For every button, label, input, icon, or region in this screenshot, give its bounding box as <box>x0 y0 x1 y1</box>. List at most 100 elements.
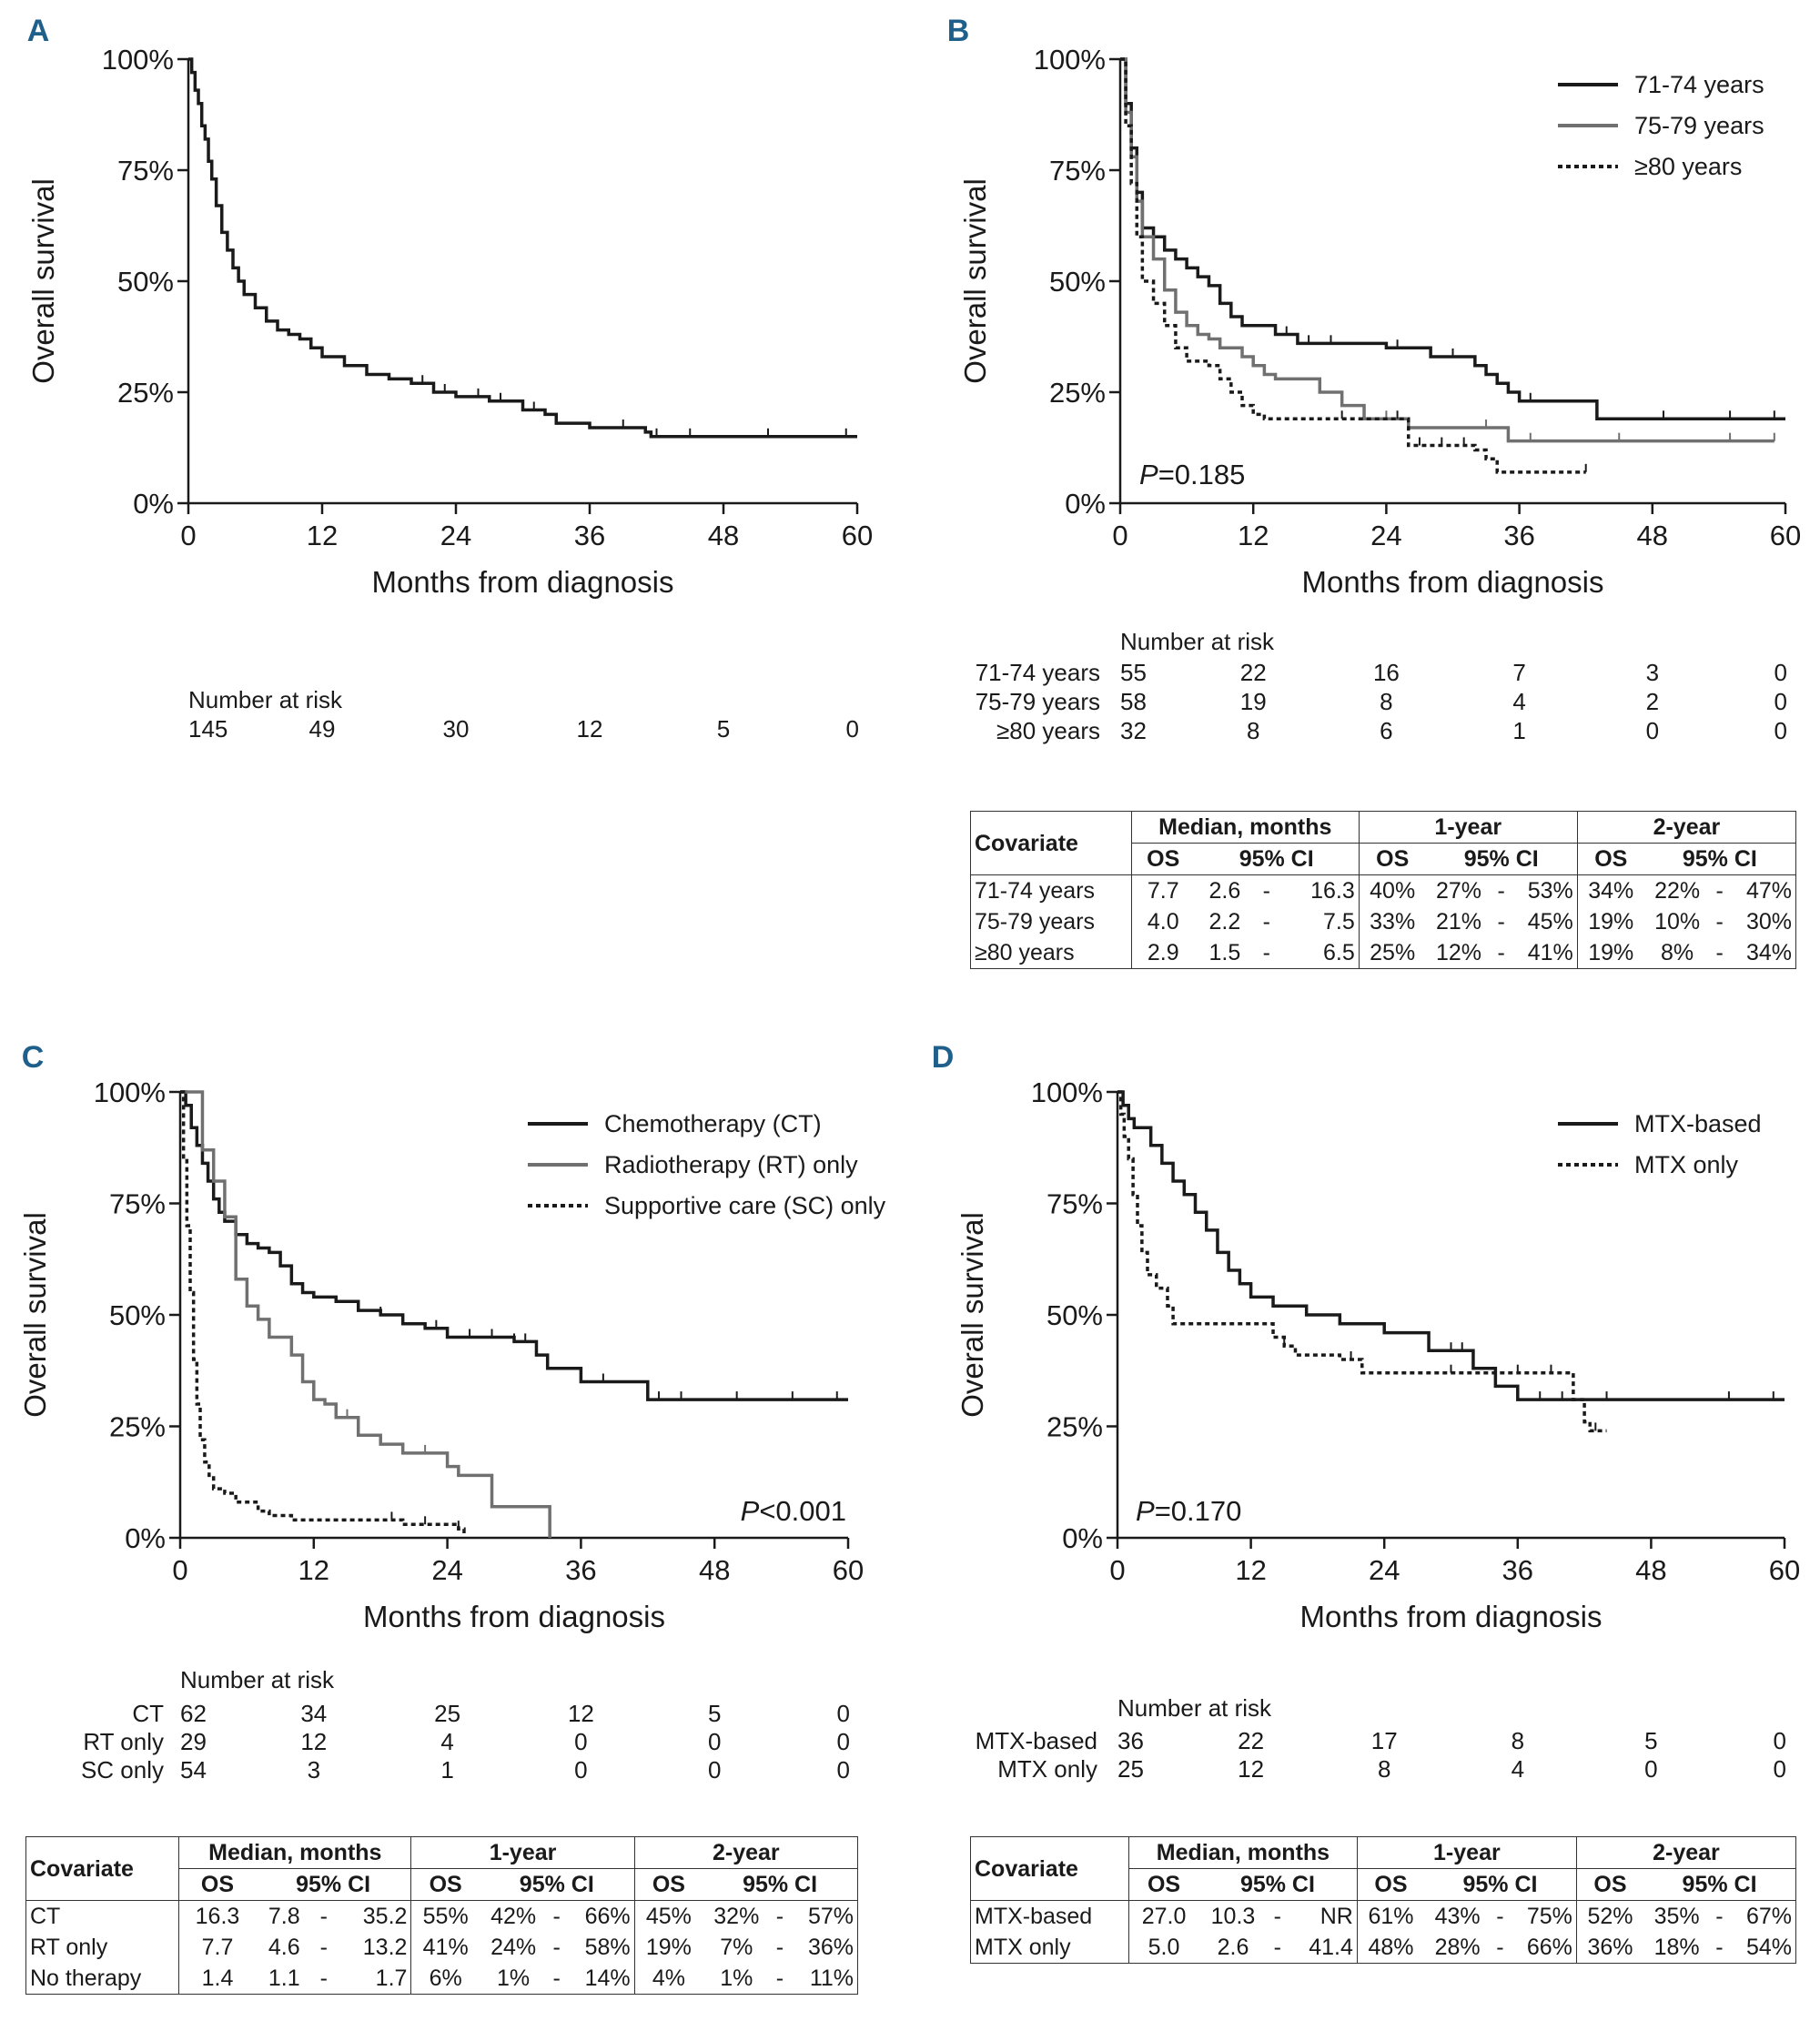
legend-label: Chemotherapy (CT) <box>604 1110 822 1137</box>
table-cell: - <box>1267 1932 1288 1964</box>
y-tick-label: 75% <box>109 1188 166 1220</box>
table-cell: - <box>770 1963 790 1995</box>
covariate-header: Covariate <box>970 811 1132 875</box>
table-cell: 67% <box>1728 1900 1796 1932</box>
table-row: RT only 7.7 4.6-13.2 41% 24% -58% 19% 7% -36% <box>25 1932 859 1963</box>
risk-count: 0 <box>1774 688 1787 715</box>
p-value: P=0.185 <box>1139 459 1245 490</box>
risk-row-label: SC only <box>81 1756 164 1784</box>
ci-header: 95% CI <box>255 1868 412 1901</box>
table-row: CT 16.3 7.8-35.2 55% 42% -66% 45% 32% -57% <box>25 1900 859 1932</box>
table-cell: 4% <box>633 1963 703 1995</box>
y-tick-label: 100% <box>1031 1076 1103 1108</box>
risk-count: 0 <box>574 1756 587 1784</box>
risk-count: 1 <box>1512 717 1525 744</box>
table-cell: - <box>319 1935 328 1960</box>
covariate-header: Covariate <box>25 1836 180 1901</box>
table-cell: 10% <box>1654 909 1701 935</box>
risk-count: 0 <box>708 1728 721 1755</box>
table-cell: 7.8 <box>255 1900 313 1932</box>
p-value-text: <0.001 <box>759 1495 846 1527</box>
risk-row-label: 75-79 years <box>976 688 1100 715</box>
table-cell: 52% <box>1575 1900 1644 1932</box>
os-header: OS <box>1576 843 1644 875</box>
survival-curve <box>180 1090 466 1534</box>
table-cell: 35.2 <box>334 1900 412 1932</box>
y-tick-label: 100% <box>94 1076 166 1108</box>
risk-count: 12 <box>577 715 603 743</box>
table-cell: - <box>1262 909 1270 935</box>
risk-count: 54 <box>180 1756 207 1784</box>
risk-count: 4 <box>440 1728 453 1755</box>
y-tick-label: 75% <box>1049 155 1106 187</box>
risk-count: 12 <box>1238 1755 1264 1783</box>
table-cell: 8% <box>1643 937 1711 969</box>
table-cell: 45% <box>1510 906 1578 937</box>
x-tick-label: 60 <box>1770 520 1801 551</box>
table-cell: - <box>1255 937 1279 969</box>
x-tick-label: 36 <box>565 1554 596 1586</box>
table-cell: 66% <box>566 1900 635 1932</box>
table-cell: 22% <box>1643 874 1711 906</box>
table-cell: 27% <box>1425 874 1492 906</box>
risk-row-label: MTX only <box>997 1755 1097 1783</box>
y-axis-label: Overall survival <box>18 1212 52 1418</box>
table-cell: 18% <box>1643 1932 1711 1964</box>
p-value: P<0.001 <box>741 1495 846 1527</box>
risk-count: 12 <box>568 1700 594 1727</box>
risk-count: 0 <box>1646 717 1659 744</box>
table-cell: - <box>1267 1900 1288 1932</box>
table-cell: 35% <box>1643 1900 1711 1932</box>
table-cell: 47% <box>1728 874 1796 906</box>
table-cell: 66% <box>1509 1932 1577 1964</box>
ci-header: 95% CI <box>479 1868 635 1901</box>
x-tick-label: 48 <box>699 1554 730 1586</box>
x-tick-label: 36 <box>574 520 605 551</box>
y-tick-label: 25% <box>117 377 174 409</box>
legend-label: MTX-based <box>1634 1110 1762 1137</box>
risk-count: 32 <box>1120 717 1147 744</box>
risk-table-title: Number at risk <box>188 686 343 713</box>
median-header: Median, months <box>1130 811 1360 844</box>
survival-curve <box>180 1090 551 1538</box>
table-cell: - <box>1710 937 1729 969</box>
table-cell: 36% <box>789 1932 859 1963</box>
risk-count: 25 <box>1117 1755 1144 1783</box>
panel-letter: B <box>947 14 970 48</box>
table-cell: 48% <box>1356 1932 1425 1964</box>
risk-count: 17 <box>1371 1727 1398 1754</box>
table-cell: 71-74 years <box>970 874 1132 906</box>
y-tick-label: 25% <box>1049 377 1106 409</box>
table-cell: RT only <box>25 1932 180 1963</box>
risk-count: 1 <box>440 1756 453 1784</box>
risk-count: 22 <box>1240 659 1267 686</box>
risk-table-title: Number at risk <box>180 1666 335 1693</box>
os-header: OS <box>178 1868 256 1901</box>
risk-count: 0 <box>1774 717 1787 744</box>
table-row: MTX only 5.0 2.6-41.4 48% 28% -66% 36% 18% -54% <box>970 1932 1796 1964</box>
table-cell: 7.5 <box>1278 906 1360 937</box>
table-row: MTX-based 27.0 10.3- NR 61% 43% -75% 52% 35% -67% <box>970 1900 1796 1932</box>
table-row: 71-74 years 7.7 2.6-16.3 40% 27% -53% 34% 22% -4… <box>970 874 1796 906</box>
table-cell: 5.0 <box>1128 1932 1199 1964</box>
table-cell: 75-79 years <box>970 906 1132 937</box>
os-header: OS <box>1128 1868 1199 1901</box>
x-tick-label: 12 <box>1235 1554 1266 1586</box>
x-tick-label: 60 <box>842 520 873 551</box>
table-cell: - <box>1491 1932 1510 1964</box>
x-tick-label: 12 <box>307 520 338 551</box>
risk-count: 6 <box>1380 717 1392 744</box>
table-cell: - <box>1497 909 1505 935</box>
table-cell: CT <box>25 1900 180 1932</box>
p-value-text: =0.170 <box>1155 1495 1242 1527</box>
table-cell: 11% <box>789 1963 859 1995</box>
x-tick-label: 24 <box>431 1554 462 1586</box>
survival-curve <box>1120 57 1785 421</box>
table-cell: 41% <box>1510 937 1578 969</box>
table-cell: 33% <box>1358 906 1426 937</box>
table-cell: 61% <box>1356 1900 1425 1932</box>
table-cell: 58% <box>566 1932 635 1963</box>
x-tick-label: 48 <box>1637 520 1668 551</box>
x-tick-label: 24 <box>1370 520 1401 551</box>
table-cell: 2.6 <box>1194 874 1256 906</box>
